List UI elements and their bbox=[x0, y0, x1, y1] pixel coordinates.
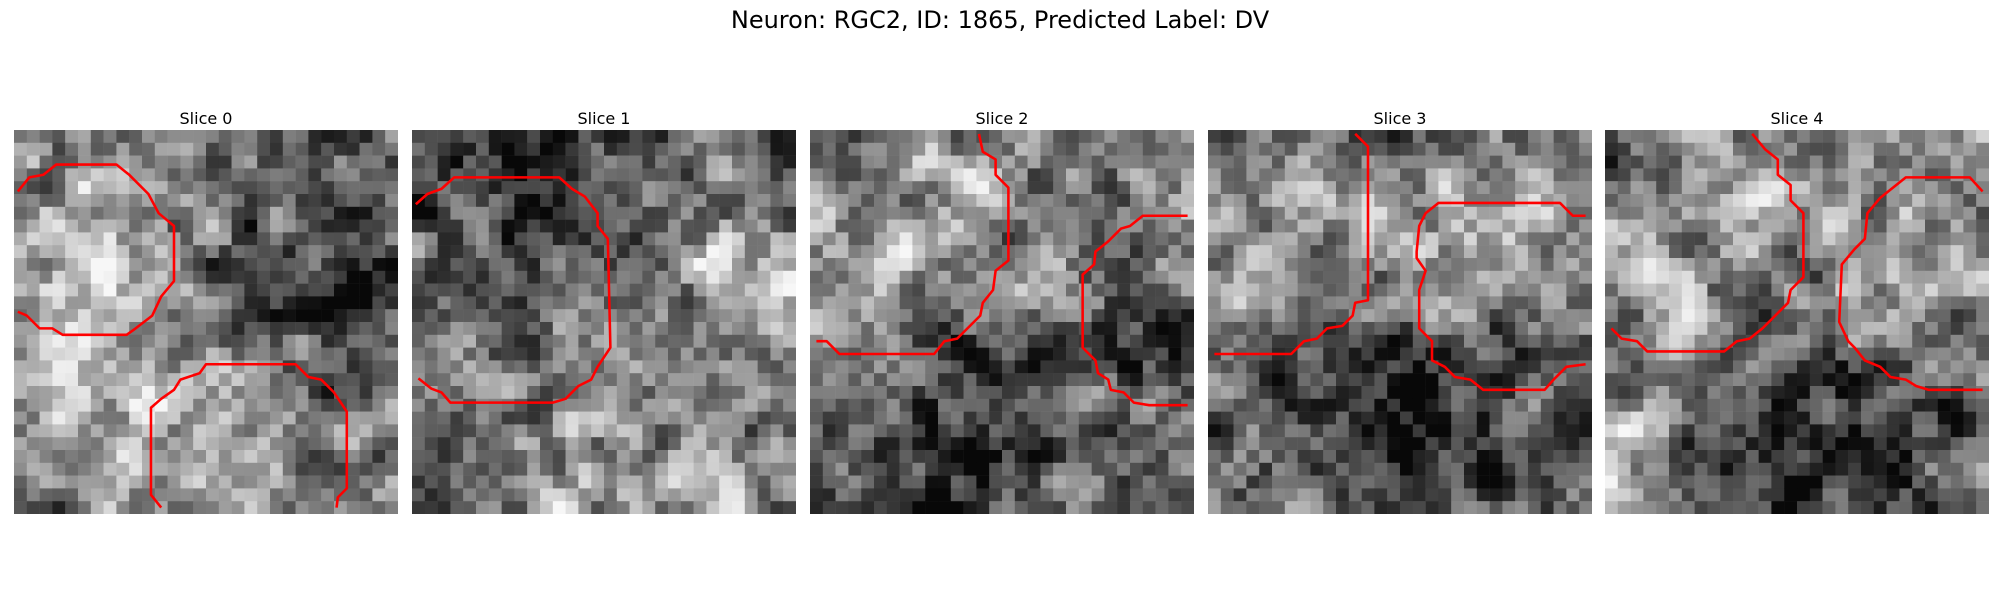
roi-contour-1 bbox=[1081, 214, 1188, 407]
roi-contour-1 bbox=[149, 362, 349, 509]
panel-title: Slice 3 bbox=[1373, 109, 1427, 128]
panel-title: Slice 1 bbox=[577, 109, 631, 128]
panel-slice-2: Slice 2 bbox=[810, 108, 1194, 514]
pixel-grid bbox=[810, 130, 1194, 514]
panel-title: Slice 0 bbox=[179, 109, 233, 128]
pixel-grid bbox=[1208, 130, 1592, 514]
roi-contour-1 bbox=[1837, 176, 1984, 392]
pixel-grid bbox=[412, 130, 796, 514]
slice-image bbox=[1605, 130, 1989, 514]
roi-contour-0 bbox=[1214, 132, 1370, 356]
panel-title: Slice 2 bbox=[975, 109, 1029, 128]
panel-slice-3: Slice 3 bbox=[1208, 108, 1592, 514]
slice-image bbox=[14, 130, 398, 514]
roi-contour-0 bbox=[816, 133, 1010, 356]
slice-image bbox=[810, 130, 1194, 514]
slice-image bbox=[412, 130, 796, 514]
slice-image bbox=[1208, 130, 1592, 514]
roi-contour-1 bbox=[1415, 201, 1586, 392]
panel-title: Slice 4 bbox=[1770, 109, 1824, 128]
roi-contour-0 bbox=[414, 176, 612, 404]
roi-contour-0 bbox=[1610, 133, 1805, 353]
panel-slice-1: Slice 1 bbox=[412, 108, 796, 514]
panel-slice-0: Slice 0 bbox=[14, 108, 398, 514]
figure-title: Neuron: RGC2, ID: 1865, Predicted Label:… bbox=[730, 6, 1270, 34]
roi-contour-0 bbox=[16, 163, 176, 337]
pixel-grid bbox=[14, 130, 398, 514]
pixel-grid bbox=[1605, 130, 1989, 514]
panel-slice-4: Slice 4 bbox=[1605, 108, 1989, 514]
